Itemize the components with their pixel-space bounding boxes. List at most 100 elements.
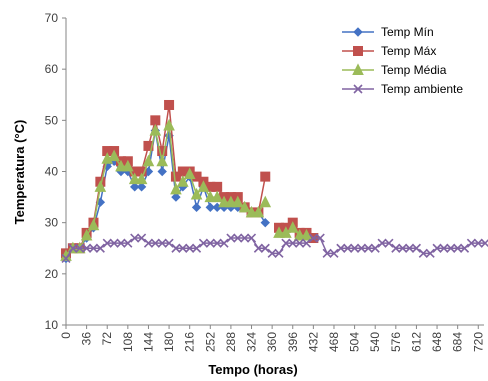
- data-point: [128, 172, 141, 185]
- data-point: [171, 192, 181, 202]
- data-point: [170, 182, 182, 195]
- data-point: [205, 238, 215, 248]
- data-point: [130, 182, 140, 192]
- data-point: [260, 243, 270, 253]
- data-point: [157, 166, 167, 177]
- x-tick-label: 684: [451, 332, 465, 352]
- legend-swatch-marker: [353, 84, 363, 94]
- x-axis-ticks: 0 36 72 108 144 180 216 252 288 324 360 396 432 468 50…: [59, 325, 485, 352]
- data-point: [183, 167, 196, 180]
- data-point: [135, 172, 148, 185]
- y-tick-label: 50: [45, 113, 59, 127]
- y-tick-label: 60: [45, 62, 59, 76]
- data-point: [116, 238, 126, 248]
- y-axis-title: Temperatura (°C): [12, 120, 27, 225]
- data-point: [343, 243, 353, 253]
- x-tick-label: 468: [327, 332, 341, 352]
- data-point: [211, 190, 223, 203]
- y-tick-label: 30: [45, 216, 59, 230]
- x-tick-label: 540: [368, 332, 382, 352]
- data-point: [370, 243, 380, 253]
- data-point: [377, 238, 387, 248]
- data-point: [219, 238, 229, 248]
- y-tick-label: 40: [45, 165, 59, 179]
- data-point: [418, 248, 428, 258]
- data-point: [286, 221, 299, 233]
- x-tick-label: 108: [121, 332, 135, 352]
- data-point: [273, 226, 285, 238]
- data-point: [68, 243, 78, 253]
- data-point: [164, 238, 174, 248]
- y-tick-label: 10: [45, 318, 59, 332]
- x-axis-title: Tempo (horas): [208, 362, 297, 377]
- data-point: [473, 238, 483, 248]
- data-point: [293, 228, 306, 241]
- data-point: [94, 180, 107, 192]
- data-point: [109, 238, 119, 248]
- data-point: [233, 233, 243, 243]
- data-point: [226, 233, 236, 243]
- series-layer: [60, 99, 488, 264]
- data-point: [75, 243, 85, 253]
- data-point: [439, 243, 449, 253]
- x-tick-label: 720: [471, 332, 485, 352]
- data-point: [198, 238, 208, 248]
- x-tick-label: 576: [389, 332, 403, 352]
- legend-item: Temp Mín: [342, 25, 434, 39]
- data-point: [190, 187, 203, 200]
- data-point: [267, 248, 277, 258]
- data-point: [136, 182, 147, 192]
- data-point: [246, 233, 257, 243]
- data-point: [170, 171, 181, 182]
- data-point: [205, 202, 216, 213]
- data-point: [163, 118, 175, 131]
- data-point: [259, 195, 272, 208]
- data-point: [260, 171, 271, 182]
- data-point: [150, 238, 160, 248]
- data-point: [411, 243, 421, 253]
- data-point: [157, 238, 167, 248]
- data-point: [130, 233, 140, 243]
- data-point: [95, 243, 105, 253]
- data-point: [446, 243, 456, 253]
- data-point: [88, 243, 99, 253]
- legend-label: Temp Máx: [381, 44, 436, 58]
- data-point: [123, 238, 133, 248]
- y-tick-label: 20: [45, 267, 59, 281]
- data-point: [61, 253, 71, 264]
- data-point: [398, 243, 408, 253]
- data-point: [459, 243, 470, 253]
- series-3: [60, 118, 313, 261]
- data-point: [253, 243, 263, 253]
- data-point: [336, 243, 346, 253]
- data-point: [204, 190, 217, 203]
- y-tick-label: 70: [45, 11, 59, 25]
- legend-label: Temp Média: [381, 63, 447, 77]
- data-point: [87, 218, 100, 231]
- data-point: [115, 159, 127, 172]
- data-point: [301, 238, 312, 248]
- x-tick-label: 396: [286, 332, 300, 352]
- data-point: [281, 238, 291, 248]
- data-point: [82, 243, 92, 253]
- x-tick-label: 432: [306, 332, 320, 352]
- data-point: [260, 217, 270, 228]
- data-point: [143, 238, 154, 248]
- data-point: [432, 243, 442, 253]
- data-point: [350, 243, 360, 253]
- series-4: [61, 233, 488, 264]
- data-point: [308, 233, 318, 243]
- data-point: [156, 154, 169, 167]
- data-point: [384, 238, 394, 248]
- x-tick-label: 144: [141, 332, 155, 352]
- data-point: [288, 238, 298, 248]
- data-point: [212, 181, 223, 192]
- x-tick-label: 180: [162, 332, 176, 352]
- data-point: [274, 248, 284, 258]
- data-point: [225, 195, 237, 208]
- data-point: [122, 159, 134, 172]
- data-point: [404, 243, 415, 253]
- data-point: [391, 243, 401, 253]
- data-point: [164, 99, 175, 110]
